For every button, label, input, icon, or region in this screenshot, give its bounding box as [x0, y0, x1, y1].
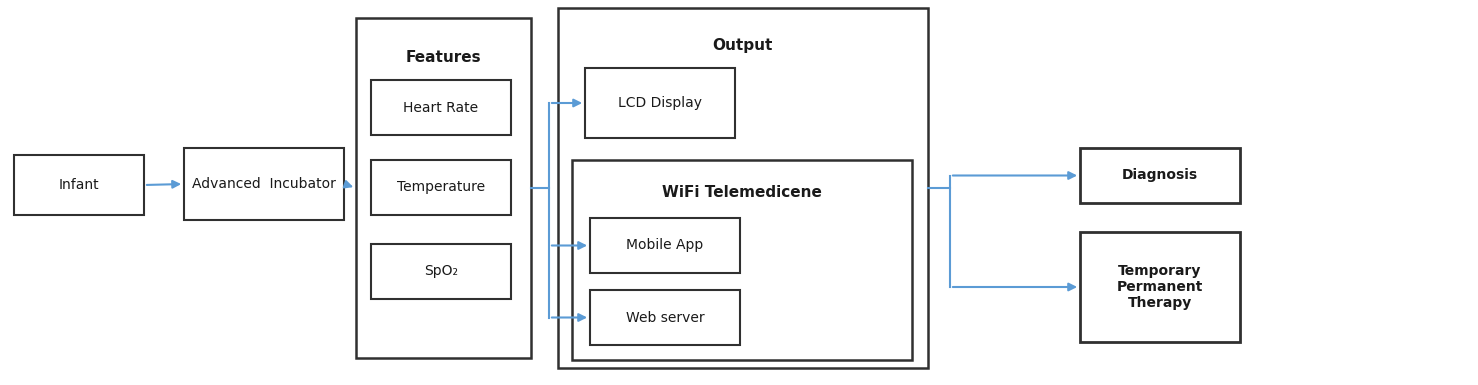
Text: Diagnosis: Diagnosis [1122, 169, 1199, 182]
Bar [1080, 148, 1240, 203]
Text: SpO₂: SpO₂ [424, 264, 458, 278]
Bar [183, 148, 344, 220]
Bar [559, 8, 928, 368]
Bar [572, 160, 912, 360]
Bar [356, 18, 531, 358]
Text: WiFi Telemedicene: WiFi Telemedicene [662, 185, 822, 200]
Bar [590, 218, 740, 273]
Text: Mobile App: Mobile App [627, 238, 704, 253]
Text: Infant: Infant [59, 178, 99, 192]
Bar [590, 290, 740, 345]
Bar [371, 160, 511, 215]
Text: Web server: Web server [625, 310, 705, 325]
Bar [1080, 232, 1240, 342]
Bar [371, 244, 511, 299]
Text: Temporary
Permanent
Therapy: Temporary Permanent Therapy [1117, 264, 1203, 310]
Text: LCD Display: LCD Display [618, 96, 702, 110]
Text: Output: Output [712, 38, 772, 53]
Text: Heart Rate: Heart Rate [403, 100, 479, 114]
Text: Features: Features [405, 50, 480, 65]
Text: Temperature: Temperature [398, 181, 485, 194]
Text: Advanced  Incubator: Advanced Incubator [192, 177, 336, 191]
Bar [371, 80, 511, 135]
Bar [13, 155, 143, 215]
Bar [585, 68, 735, 138]
